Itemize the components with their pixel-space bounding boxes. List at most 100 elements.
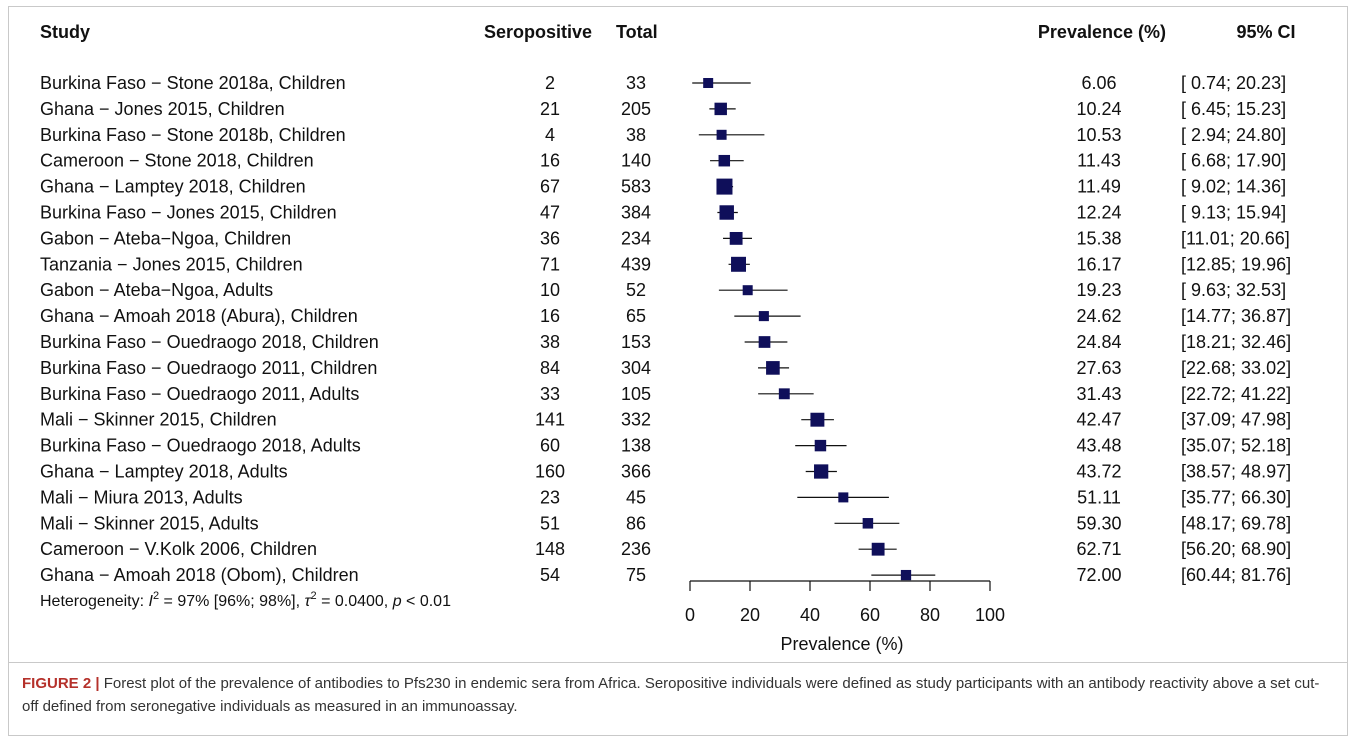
point-estimate-marker xyxy=(900,569,912,581)
study-label: Ghana − Lamptey 2018, Adults xyxy=(40,462,288,482)
ci-value: [18.21; 32.46] xyxy=(1181,332,1291,352)
x-axis-title: Prevalence (%) xyxy=(780,634,903,654)
figure-caption: FIGURE 2 | Forest plot of the prevalence… xyxy=(22,672,1332,718)
study-label: Mali − Skinner 2015, Adults xyxy=(40,513,259,533)
study-label: Ghana − Jones 2015, Children xyxy=(40,99,285,119)
header-total: Total xyxy=(616,22,658,42)
seropositive-value: 67 xyxy=(540,177,560,197)
total-value: 65 xyxy=(626,306,646,326)
point-estimate-marker xyxy=(814,464,829,479)
study-label: Burkina Faso − Jones 2015, Children xyxy=(40,203,337,223)
study-label: Burkina Faso − Ouedraogo 2018, Adults xyxy=(40,436,361,456)
seropositive-value: 33 xyxy=(540,384,560,404)
x-tick-label: 0 xyxy=(685,605,695,625)
total-value: 75 xyxy=(626,565,646,585)
total-value: 439 xyxy=(621,254,651,274)
heterogeneity-text: Heterogeneity: I2 = 97% [96%; 98%], τ2 =… xyxy=(40,590,451,610)
total-value: 304 xyxy=(621,358,651,378)
study-label: Burkina Faso − Ouedraogo 2011, Adults xyxy=(40,384,359,404)
study-label: Burkina Faso − Ouedraogo 2011, Children xyxy=(40,358,377,378)
point-estimate-marker xyxy=(758,311,769,322)
point-estimate-marker xyxy=(778,388,790,400)
seropositive-value: 51 xyxy=(540,513,560,533)
study-label: Tanzania − Jones 2015, Children xyxy=(40,254,303,274)
seropositive-value: 141 xyxy=(535,410,565,430)
total-value: 236 xyxy=(621,539,651,559)
ci-value: [38.57; 48.97] xyxy=(1181,462,1291,482)
prevalence-value: 31.43 xyxy=(1076,384,1121,404)
ci-value: [22.68; 33.02] xyxy=(1181,358,1291,378)
study-label: Mali − Skinner 2015, Children xyxy=(40,410,277,430)
ci-value: [35.07; 52.18] xyxy=(1181,436,1291,456)
seropositive-value: 47 xyxy=(540,203,560,223)
prevalence-value: 16.17 xyxy=(1076,254,1121,274)
prevalence-value: 11.49 xyxy=(1077,177,1121,197)
point-estimate-marker xyxy=(719,205,734,220)
prevalence-value: 72.00 xyxy=(1076,565,1121,585)
point-estimate-marker xyxy=(766,361,780,375)
total-value: 205 xyxy=(621,99,651,119)
ci-value: [ 9.13; 15.94] xyxy=(1181,203,1286,223)
study-label: Ghana − Amoah 2018 (Abura), Children xyxy=(40,306,358,326)
study-label: Mali − Miura 2013, Adults xyxy=(40,487,243,507)
seropositive-value: 21 xyxy=(540,99,560,119)
study-label: Cameroon − Stone 2018, Children xyxy=(40,151,314,171)
total-value: 583 xyxy=(621,177,651,197)
total-value: 234 xyxy=(621,228,651,248)
prevalence-value: 10.24 xyxy=(1076,99,1121,119)
ci-value: [ 6.45; 15.23] xyxy=(1181,99,1286,119)
x-tick-label: 80 xyxy=(920,605,940,625)
study-label: Ghana − Amoah 2018 (Obom), Children xyxy=(40,565,359,585)
prevalence-value: 6.06 xyxy=(1081,73,1116,93)
seropositive-value: 23 xyxy=(540,487,560,507)
prevalence-value: 10.53 xyxy=(1076,125,1121,145)
point-estimate-marker xyxy=(731,256,746,272)
prevalence-value: 11.43 xyxy=(1077,151,1121,171)
prevalence-value: 27.63 xyxy=(1076,358,1121,378)
study-label: Burkina Faso − Ouedraogo 2018, Children xyxy=(40,332,379,352)
point-estimate-marker xyxy=(862,518,874,529)
x-tick-label: 60 xyxy=(860,605,880,625)
prevalence-value: 24.62 xyxy=(1076,306,1121,326)
seropositive-value: 84 xyxy=(540,358,560,378)
seropositive-value: 160 xyxy=(535,462,565,482)
ci-value: [ 9.02; 14.36] xyxy=(1181,177,1286,197)
seropositive-value: 148 xyxy=(535,539,565,559)
prevalence-value: 12.24 xyxy=(1076,203,1121,223)
ci-value: [ 0.74; 20.23] xyxy=(1181,73,1286,93)
point-estimate-marker xyxy=(838,492,849,503)
x-tick-label: 100 xyxy=(975,605,1005,625)
header-prevalence: Prevalence (%) xyxy=(1038,22,1166,42)
ci-value: [ 9.63; 32.53] xyxy=(1181,280,1286,300)
total-value: 384 xyxy=(621,203,651,223)
seropositive-value: 4 xyxy=(545,125,555,145)
prevalence-value: 24.84 xyxy=(1076,332,1121,352)
total-value: 86 xyxy=(626,513,646,533)
seropositive-value: 54 xyxy=(540,565,560,585)
point-estimate-marker xyxy=(742,285,753,296)
point-estimate-marker xyxy=(814,439,827,452)
prevalence-value: 51.11 xyxy=(1077,487,1121,507)
seropositive-value: 2 xyxy=(545,73,555,93)
point-estimate-marker xyxy=(729,231,743,245)
total-value: 138 xyxy=(621,436,651,456)
ci-value: [60.44; 81.76] xyxy=(1181,565,1291,585)
ci-value: [ 2.94; 24.80] xyxy=(1181,125,1286,145)
ci-value: [ 6.68; 17.90] xyxy=(1181,151,1286,171)
total-value: 45 xyxy=(626,487,646,507)
header-ci: 95% CI xyxy=(1236,22,1295,42)
study-label: Ghana − Lamptey 2018, Children xyxy=(40,177,306,197)
study-label: Cameroon − V.Kolk 2006, Children xyxy=(40,539,317,559)
point-estimate-marker xyxy=(716,129,727,140)
prevalence-value: 43.48 xyxy=(1076,436,1121,456)
point-estimate-marker xyxy=(714,102,727,116)
total-value: 153 xyxy=(621,332,651,352)
prevalence-value: 42.47 xyxy=(1076,410,1121,430)
caption-divider xyxy=(8,662,1348,663)
caption-label: FIGURE 2 | xyxy=(22,675,100,692)
seropositive-value: 16 xyxy=(540,306,560,326)
x-tick-label: 40 xyxy=(800,605,820,625)
x-tick-label: 20 xyxy=(740,605,760,625)
header-seropositive: Seropositive xyxy=(484,22,592,42)
seropositive-value: 38 xyxy=(540,332,560,352)
